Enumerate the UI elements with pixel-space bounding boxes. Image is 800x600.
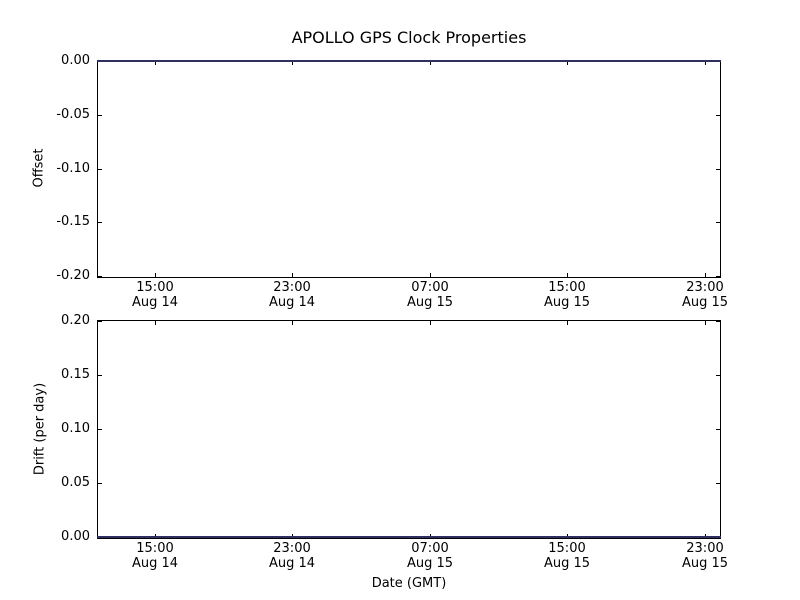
- y-tick-label: 0.15: [61, 367, 90, 382]
- x-tick-time: 23:00: [686, 280, 724, 295]
- offset-y-axis-label: Offset: [31, 148, 47, 188]
- y-tick: [716, 222, 720, 223]
- drift-y-axis-label: Drift (per day): [32, 382, 48, 476]
- x-tick: [155, 273, 156, 277]
- data-series-line: [97, 60, 721, 62]
- x-tick-label: 15:00 Aug 15: [525, 280, 609, 310]
- y-tick-label: 0.05: [61, 475, 90, 490]
- x-tick: [292, 61, 293, 65]
- y-tick-label: -0.15: [56, 214, 90, 229]
- y-tick: [716, 321, 720, 322]
- drift-plot-area: [97, 320, 721, 539]
- y-tick-label: 0.10: [61, 421, 90, 436]
- y-tick: [716, 483, 720, 484]
- y-tick: [98, 321, 102, 322]
- x-tick: [567, 273, 568, 277]
- x-tick-label: 15:00 Aug 14: [113, 541, 197, 571]
- x-tick: [705, 61, 706, 65]
- y-tick-label: 0.00: [61, 529, 90, 544]
- y-tick-label: -0.05: [56, 107, 90, 122]
- x-tick-time: 07:00: [411, 541, 449, 556]
- x-tick-label: 23:00 Aug 14: [250, 280, 334, 310]
- x-tick-date: Aug 14: [131, 295, 179, 310]
- y-tick: [716, 169, 720, 170]
- x-tick-date: Aug 14: [131, 556, 179, 571]
- y-tick: [716, 276, 720, 277]
- y-tick-label: -0.20: [56, 268, 90, 283]
- x-tick-label: 15:00 Aug 14: [113, 280, 197, 310]
- x-tick: [155, 321, 156, 325]
- y-tick: [98, 169, 102, 170]
- x-tick-label: 07:00 Aug 15: [388, 280, 472, 310]
- x-tick: [567, 321, 568, 325]
- y-tick: [98, 276, 102, 277]
- y-tick: [98, 375, 102, 376]
- x-tick-date: Aug 15: [406, 295, 454, 310]
- x-tick-label: 23:00 Aug 14: [250, 541, 334, 571]
- x-tick-label: 15:00 Aug 15: [525, 541, 609, 571]
- x-tick-label: 23:00 Aug 15: [663, 280, 747, 310]
- x-tick: [430, 273, 431, 277]
- y-tick-label: 0.20: [61, 313, 90, 328]
- x-tick-date: Aug 14: [268, 556, 316, 571]
- x-tick-date: Aug 15: [681, 556, 729, 571]
- x-tick-date: Aug 14: [268, 295, 316, 310]
- x-tick-time: 15:00: [548, 280, 586, 295]
- x-tick-label: 23:00 Aug 15: [663, 541, 747, 571]
- chart-title: APOLLO GPS Clock Properties: [291, 28, 527, 47]
- x-tick: [567, 61, 568, 65]
- y-tick: [716, 115, 720, 116]
- x-axis-label: Date (GMT): [371, 576, 447, 591]
- x-tick: [705, 273, 706, 277]
- y-tick: [98, 429, 102, 430]
- y-tick-label: -0.10: [56, 161, 90, 176]
- x-tick: [430, 61, 431, 65]
- x-tick-date: Aug 15: [406, 556, 454, 571]
- x-tick-time: 15:00: [548, 541, 586, 556]
- x-tick-time: 15:00: [136, 280, 174, 295]
- x-tick: [292, 321, 293, 325]
- x-tick: [705, 321, 706, 325]
- x-tick-time: 23:00: [273, 541, 311, 556]
- y-tick-label: 0.00: [61, 53, 90, 68]
- x-tick-label: 07:00 Aug 15: [388, 541, 472, 571]
- x-tick: [155, 61, 156, 65]
- x-tick-time: 07:00: [411, 280, 449, 295]
- x-tick-time: 15:00: [136, 541, 174, 556]
- y-tick: [98, 115, 102, 116]
- y-tick: [98, 483, 102, 484]
- y-tick: [98, 222, 102, 223]
- x-tick-time: 23:00: [686, 541, 724, 556]
- offset-plot-area: [97, 60, 721, 278]
- x-tick-date: Aug 15: [543, 556, 591, 571]
- x-tick-time: 23:00: [273, 280, 311, 295]
- x-tick-date: Aug 15: [543, 295, 591, 310]
- y-tick: [716, 375, 720, 376]
- x-tick-date: Aug 15: [681, 295, 729, 310]
- y-tick: [716, 429, 720, 430]
- data-series-line: [97, 536, 721, 538]
- x-tick: [292, 273, 293, 277]
- x-tick: [430, 321, 431, 325]
